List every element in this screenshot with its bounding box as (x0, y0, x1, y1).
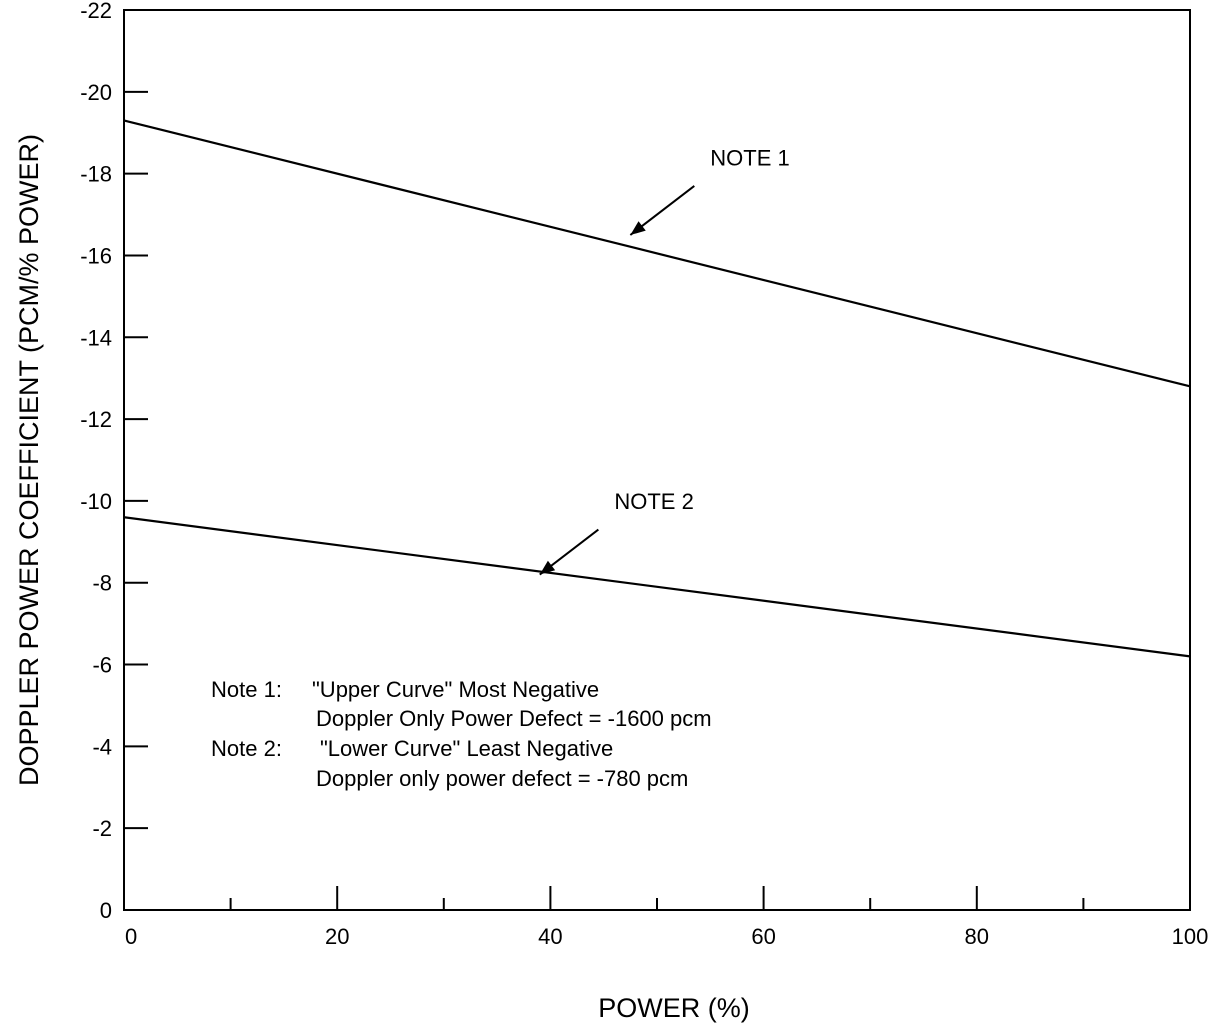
x-tick-label: 60 (751, 924, 775, 949)
y-tick-label: -6 (92, 653, 112, 678)
series-line-2 (123, 516, 1191, 658)
x-axis-ticks: 0 20 40 60 80 100 (125, 886, 1208, 949)
x-tick-label: 100 (1172, 924, 1209, 949)
series-line-1 (123, 119, 1191, 388)
y-tick-label: -12 (80, 407, 112, 432)
callout-arrowhead-1 (630, 221, 646, 235)
callout-label-2: NOTE 2 (614, 489, 693, 514)
y-tick-label: 0 (100, 898, 112, 923)
x-tick-label: 0 (125, 924, 137, 949)
x-tick-label: 20 (325, 924, 349, 949)
note-1-line-1: "Upper Curve" Most Negative (312, 677, 599, 702)
notes-block: Note 1: "Upper Curve" Most Negative Dopp… (211, 677, 712, 791)
note-1-label: Note 1: (211, 677, 282, 702)
note-2-line-1: "Lower Curve" Least Negative (320, 736, 613, 761)
note-1-line-2: Doppler Only Power Defect = -1600 pcm (316, 706, 712, 731)
y-tick-label: -14 (80, 325, 112, 350)
y-tick-label: -20 (80, 80, 112, 105)
y-tick-label: -10 (80, 489, 112, 514)
x-tick-label: 80 (965, 924, 989, 949)
x-axis-title: POWER (%) (598, 993, 750, 1023)
y-axis-title: DOPPLER POWER COEFFICIENT (PCM/% POWER) (14, 134, 44, 786)
series-layer (123, 119, 1191, 658)
x-tick-label: 40 (538, 924, 562, 949)
y-tick-label: -22 (80, 0, 112, 23)
y-tick-label: -8 (92, 571, 112, 596)
y-tick-label: -18 (80, 162, 112, 187)
y-axis-ticks: 0 -2 -4 -6 -8 -10 -12 -14 -16 -18 -20 -22 (80, 0, 148, 923)
y-tick-label: -4 (92, 734, 112, 759)
y-tick-label: -16 (80, 243, 112, 268)
callout-label-1: NOTE 1 (710, 145, 789, 170)
y-tick-label: -2 (92, 816, 112, 841)
note-2-line-2: Doppler only power defect = -780 pcm (316, 766, 688, 791)
note-2-label: Note 2: (211, 736, 282, 761)
callout-arrowhead-2 (539, 560, 556, 575)
callout-layer: NOTE 1 NOTE 2 (539, 145, 790, 576)
